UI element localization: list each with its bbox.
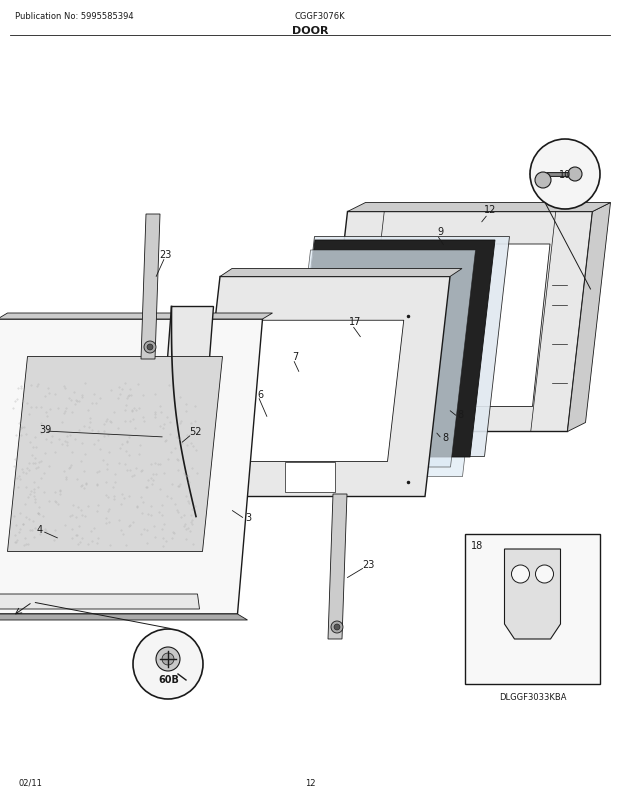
Polygon shape xyxy=(358,245,550,407)
Polygon shape xyxy=(220,269,462,277)
Text: DOOR: DOOR xyxy=(292,26,328,36)
Polygon shape xyxy=(232,321,404,462)
Text: 39: 39 xyxy=(39,424,51,435)
Circle shape xyxy=(147,345,153,350)
Text: 12: 12 xyxy=(484,205,496,215)
Polygon shape xyxy=(154,307,213,534)
Polygon shape xyxy=(285,251,476,468)
Text: Publication No: 5995585394: Publication No: 5995585394 xyxy=(15,12,134,21)
Circle shape xyxy=(536,565,554,583)
Circle shape xyxy=(530,140,600,210)
Text: 18: 18 xyxy=(471,541,483,550)
FancyBboxPatch shape xyxy=(465,534,600,684)
Polygon shape xyxy=(195,277,450,497)
Polygon shape xyxy=(298,261,487,477)
Text: 8: 8 xyxy=(442,432,448,443)
Polygon shape xyxy=(347,203,611,213)
Circle shape xyxy=(334,624,340,630)
Text: 23: 23 xyxy=(362,559,374,569)
Circle shape xyxy=(535,172,551,188)
Circle shape xyxy=(162,653,174,665)
Text: 02/11: 02/11 xyxy=(18,778,42,787)
Polygon shape xyxy=(328,494,347,639)
Polygon shape xyxy=(141,215,160,359)
Polygon shape xyxy=(567,203,611,432)
Circle shape xyxy=(156,647,180,671)
Text: 52: 52 xyxy=(188,427,202,436)
Text: eReplacementParts.com: eReplacementParts.com xyxy=(246,475,374,484)
Text: 12: 12 xyxy=(305,778,315,787)
Text: 8: 8 xyxy=(457,410,463,419)
Polygon shape xyxy=(0,594,200,610)
Text: 4: 4 xyxy=(37,525,43,534)
Circle shape xyxy=(133,630,203,699)
Circle shape xyxy=(568,168,582,182)
Text: 7: 7 xyxy=(292,351,298,362)
Text: 10: 10 xyxy=(559,170,571,180)
Text: 9: 9 xyxy=(437,227,443,237)
Polygon shape xyxy=(290,237,510,457)
Circle shape xyxy=(331,622,343,634)
Text: 23: 23 xyxy=(159,249,171,260)
Text: 17: 17 xyxy=(349,317,361,326)
Text: 3: 3 xyxy=(245,512,251,522)
Circle shape xyxy=(144,342,156,354)
Polygon shape xyxy=(505,549,560,639)
Polygon shape xyxy=(285,462,335,492)
Circle shape xyxy=(512,565,529,583)
Text: 60B: 60B xyxy=(158,674,179,684)
Polygon shape xyxy=(0,614,247,620)
Polygon shape xyxy=(7,357,223,552)
Polygon shape xyxy=(0,314,273,320)
Polygon shape xyxy=(0,320,262,614)
Polygon shape xyxy=(322,213,593,432)
Text: 6: 6 xyxy=(257,390,263,399)
Text: CGGF3076K: CGGF3076K xyxy=(294,12,345,21)
Polygon shape xyxy=(290,241,495,457)
Text: DLGGF3033KBA: DLGGF3033KBA xyxy=(498,692,566,701)
